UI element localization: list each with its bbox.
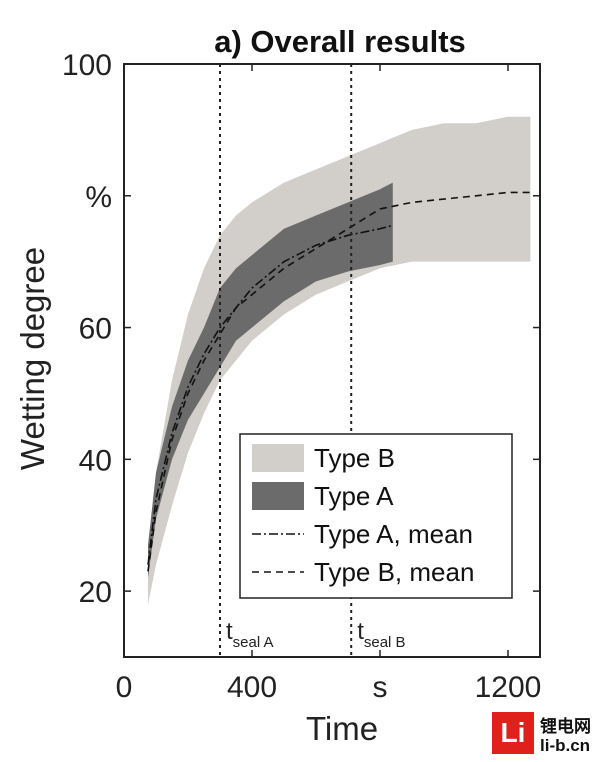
x-tick-label: 0 [116,671,133,704]
legend: Type B Type A Type A, mean Type B, mean [239,433,513,599]
watermark-site-url: li-b.cn [540,736,591,755]
chart-title: a) Overall results [214,24,466,59]
y-tick-label: % [85,181,112,214]
line-type-b-mean [147,191,531,572]
series-lines [147,191,531,572]
event-label-sub-2: seal B [364,634,406,651]
y-tick-label: 20 [79,576,112,609]
plot-frame [123,63,541,658]
legend-swatch-type-b [252,444,304,472]
event-label-sub-1: seal A [233,634,274,651]
x-tick-label: 400 [227,671,277,704]
x-axis-title: Time [306,710,378,747]
y-axis-ticks: 20 40 60% 100 [62,49,540,609]
legend-label-type-b: Type B [314,443,395,473]
series-bands [148,116,531,605]
y-tick-label: 100 [62,49,112,82]
legend-label-type-a: Type A [314,481,394,511]
x-tick-label: s [373,671,388,704]
band-type-b [148,116,531,605]
y-axis-title: Wetting degree [14,247,51,470]
band-type-a [148,182,393,578]
x-tick-label: 1200 [475,671,542,704]
watermark-site-name: 锂电网 [540,717,591,737]
event-label-1: tseal A [226,618,274,651]
y-tick-label: 60 [79,313,112,346]
legend-label-type-a-mean: Type A, mean [314,519,473,549]
legend-swatch-type-a [252,482,304,510]
x-axis-ticks: 0 400 s 1200 [116,64,542,704]
legend-label-type-b-mean: Type B, mean [314,557,474,587]
y-tick-label: 40 [79,444,112,477]
event-label-2: tseal B [357,618,405,651]
watermark-logo: Li [492,712,534,754]
